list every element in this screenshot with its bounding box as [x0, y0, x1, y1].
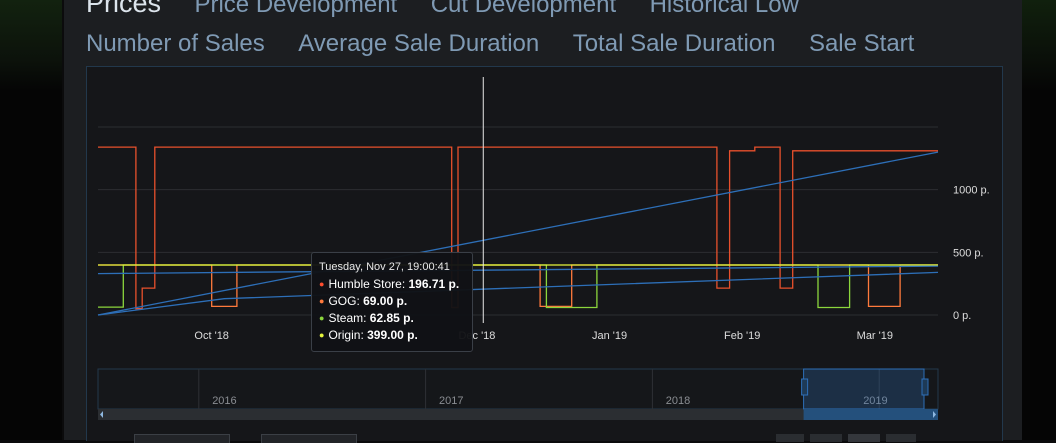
x-tick-label: Mar '19 [857, 330, 893, 342]
navigator-year-label: 2016 [212, 395, 236, 407]
tooltip-series-name: GOG [328, 294, 357, 308]
range-from-input[interactable] [134, 434, 230, 443]
series-layer [97, 77, 939, 323]
navigator-track [97, 368, 939, 410]
navigator-year-label: 2018 [666, 395, 690, 407]
tooltip-row-humble: ● Humble Store: 196.71 p. [319, 277, 460, 291]
tooltip-series-name: Steam [328, 311, 364, 325]
series-line-trend-1 [97, 151, 939, 316]
series-line-gog [98, 264, 938, 308]
navigator-scrollbar[interactable] [98, 409, 938, 420]
scroll-right-icon[interactable] [933, 411, 936, 418]
tooltip-series-value: 69.00 p. [363, 294, 408, 308]
tab-price-development[interactable]: Price Development [194, 0, 398, 18]
background-right [1022, 0, 1056, 440]
tab-total-sale-duration[interactable]: Total Sale Duration [572, 30, 776, 57]
y-tick-label: 500 p. [953, 247, 984, 259]
series-line-steam [98, 264, 938, 309]
tooltip-row-origin: ● Origin: 399.00 p. [319, 328, 418, 342]
series-line-humble-store [98, 146, 938, 310]
navigator-scrollbar-thumb[interactable] [803, 409, 938, 420]
navigator-handle-right[interactable] [921, 378, 929, 396]
x-tick-label: Oct '18 [194, 330, 229, 342]
tooltip-row-gog: ● GOG: 69.00 p. [319, 294, 408, 308]
tab-prices[interactable]: Prices [86, 0, 162, 18]
price-chart[interactable]: 0 p. 500 p. 1000 p. Oct '18 Dec '18 Jan '19 Fe… [86, 66, 1003, 441]
range-button[interactable] [810, 434, 842, 442]
chart-canvas: 0 p.500 p.1000 p.Oct '18 Dec '18 Jan '19 Fe… [97, 77, 990, 420]
x-tick-label: Feb '19 [724, 330, 760, 342]
navigator[interactable]: 2016 2017 2018 2019 [97, 368, 939, 420]
series-dot-icon: ● [319, 330, 325, 340]
tab-number-of-sales[interactable]: Number of Sales [86, 30, 265, 57]
y-tick-label: 0 p. [953, 310, 971, 322]
tab-average-sale-duration[interactable]: Average Sale Duration [298, 30, 540, 57]
navigator-year-label: 2019 [863, 395, 887, 407]
tooltip-series-value: 62.85 p. [369, 311, 414, 325]
range-button[interactable] [886, 434, 916, 442]
chart-tooltip: Tuesday, Nov 27, 19:00:41 ● Humble Store:… [311, 252, 473, 352]
series-dot-icon: ● [319, 296, 325, 306]
navigator-selection[interactable] [803, 368, 925, 410]
x-tick-label: Jan '19 [592, 330, 627, 342]
scroll-left-icon[interactable] [100, 411, 103, 418]
tooltip-series-value: 196.71 p. [408, 277, 460, 291]
tooltip-title: Tuesday, Nov 27, 19:00:41 [319, 261, 450, 273]
tab-sale-start[interactable]: Sale Start [808, 30, 915, 57]
tooltip-row-steam: ● Steam: 62.85 p. [319, 311, 414, 325]
tabs-row-secondary: Number of Sales Average Sale Duration To… [86, 30, 943, 58]
series-line-trend-3 [97, 265, 939, 275]
tooltip-series-value: 399.00 p. [367, 328, 418, 342]
series-line-trend-2 [97, 271, 939, 316]
grid-layer [98, 126, 938, 316]
navigator-handle-left[interactable] [801, 378, 809, 396]
tooltip-series-name: Origin [328, 328, 361, 342]
background-left [0, 0, 62, 440]
tab-cut-development[interactable]: Cut Development [430, 0, 617, 18]
range-button-active[interactable] [848, 434, 880, 442]
tooltip-series-name: Humble Store [328, 277, 402, 291]
tab-historical-low[interactable]: Historical Low [649, 0, 799, 18]
y-tick-label: 1000 p. [953, 185, 990, 197]
tabs-row-primary: Prices Price Development Cut Development… [86, 0, 828, 19]
navigator-year-label: 2017 [439, 395, 463, 407]
range-to-input[interactable] [261, 434, 357, 443]
axis-layer: 0 p.500 p.1000 p.Oct '18 Dec '18 Jan '19 Fe… [194, 185, 989, 342]
series-dot-icon: ● [319, 313, 325, 323]
series-dot-icon: ● [319, 279, 325, 289]
range-button[interactable] [776, 434, 804, 442]
